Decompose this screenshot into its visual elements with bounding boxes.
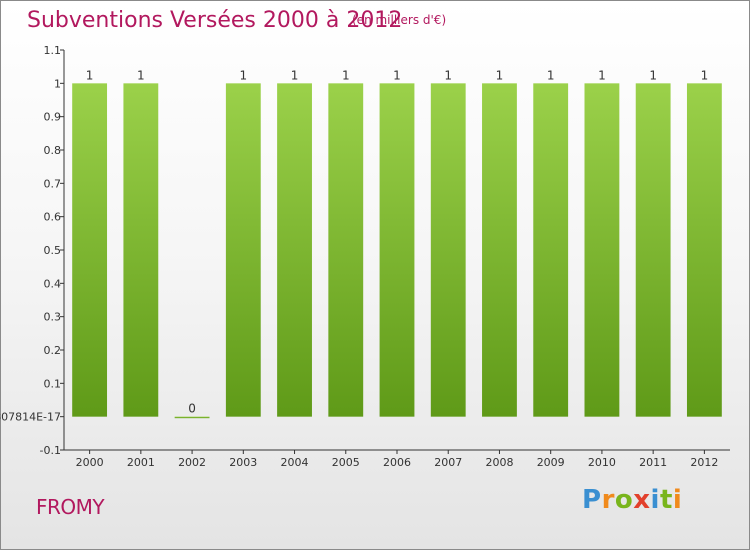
y-tick-label: 0.5 (44, 244, 62, 257)
data-label: 1 (598, 68, 606, 82)
data-label: 1 (701, 68, 709, 82)
x-tick-label: 2011 (639, 456, 667, 469)
bar (635, 83, 671, 417)
data-label: 1 (547, 68, 555, 82)
y-tick-label: 0.6 (44, 211, 62, 224)
y-tick-label: 1 (54, 77, 61, 90)
commune-name: FROMY (36, 495, 105, 519)
chart-title: Subventions Versées 2000 à 2012 (27, 8, 403, 33)
y-tick-label: 0.7 (44, 177, 62, 190)
y-axis: -0.1 1.3877787807814E-17 0.1 0.2 0.3 0.4 0.5 0.… (0, 44, 65, 457)
y-tick-label: 1.1 (44, 44, 62, 57)
x-tick-label: 2002 (178, 456, 206, 469)
x-tick-label: 2000 (76, 456, 104, 469)
y-tick-label: 0.3 (44, 311, 62, 324)
bar (482, 83, 517, 417)
bar (533, 83, 569, 417)
bar (174, 416, 210, 419)
bar (430, 83, 466, 417)
y-tick-label: 0.8 (44, 144, 62, 157)
y-tick-label: 0.2 (44, 344, 62, 357)
data-label: 1 (291, 68, 299, 82)
data-labels: 1 1 0 1 1 1 1 1 1 1 1 1 1 (86, 68, 708, 415)
data-label: 1 (239, 68, 247, 82)
data-label: 1 (444, 68, 452, 82)
x-tick-label: 2012 (690, 456, 718, 469)
data-label: 0 (188, 402, 196, 416)
bar (123, 83, 159, 417)
data-label: 1 (393, 68, 401, 82)
y-tick-label: 0.1 (44, 377, 62, 390)
x-tick-label: 2010 (588, 456, 616, 469)
y-tick-label: 0.4 (44, 277, 62, 290)
bar (277, 83, 312, 417)
x-tick-label: 2005 (332, 456, 360, 469)
x-tick-label: 2003 (229, 456, 257, 469)
data-label: 1 (86, 68, 94, 82)
x-tick-label: 2008 (485, 456, 513, 469)
bar (379, 83, 415, 417)
x-tick-label: 2004 (281, 456, 309, 469)
bars (72, 83, 722, 419)
bar (584, 83, 620, 417)
proxiti-logo[interactable]: Proxiti (582, 485, 683, 515)
y-tick-label: 0.9 (44, 111, 62, 124)
x-tick-label: 2007 (434, 456, 462, 469)
bar (328, 83, 364, 417)
x-tick-label: 2009 (537, 456, 565, 469)
data-label: 1 (137, 68, 145, 82)
data-label: 1 (649, 68, 657, 82)
bar (686, 83, 722, 417)
x-tick-label: 2006 (383, 456, 411, 469)
x-tick-label: 2001 (127, 456, 155, 469)
bar (225, 83, 261, 417)
data-label: 1 (496, 68, 504, 82)
data-label: 1 (342, 68, 350, 82)
y-tick-label: 1.3877787807814E-17 (0, 411, 61, 424)
x-axis: 2000 2001 2002 2003 2004 2005 2006 2007 2008 2009… (64, 449, 730, 469)
chart-subtitle: (en milliers d'€) (352, 13, 447, 27)
bar (72, 83, 108, 417)
y-tick-label: -0.1 (40, 444, 61, 457)
